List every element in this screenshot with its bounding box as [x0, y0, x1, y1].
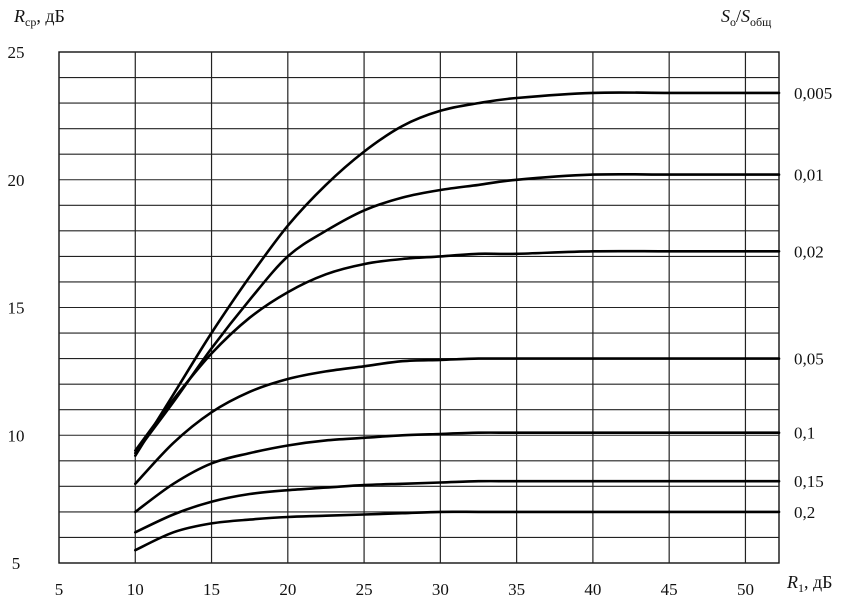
x-tick-label: 25 — [356, 580, 373, 599]
y-axis-title-symbol: R — [13, 6, 25, 26]
x-tick-label: 45 — [661, 580, 678, 599]
x-tick-label: 30 — [432, 580, 449, 599]
x-axis-title: R1, дБ — [786, 572, 833, 595]
series-lines — [134, 91, 781, 552]
right-axis-title-slash: / — [736, 6, 741, 26]
series-label: 0,05 — [794, 350, 824, 369]
series-line-3 — [134, 249, 781, 452]
series-line-2 — [134, 172, 781, 455]
right-axis-title-s2: S — [741, 6, 750, 26]
right-axis-title: Sо/Sобщ — [721, 6, 771, 29]
series-label: 0,005 — [794, 84, 832, 103]
series-line-6 — [134, 479, 781, 534]
x-tick-label: 15 — [203, 580, 220, 599]
x-tick-label: 35 — [508, 580, 525, 599]
right-axis-title-sub-o: о — [730, 15, 736, 29]
x-axis-title-unit: , дБ — [804, 572, 833, 592]
y-tick-label: 5 — [12, 554, 21, 573]
series-line-7 — [134, 510, 781, 552]
right-axis-title-s: S — [721, 6, 730, 26]
y-tick-label: 25 — [8, 43, 25, 62]
y-tick-label: 10 — [8, 426, 25, 445]
series-label: 0,01 — [794, 166, 824, 185]
series-label: 0,1 — [794, 424, 815, 443]
y-tick-label: 15 — [8, 299, 25, 318]
tick-labels: 5 10 15 20 25 30 35 40 45 50 5 10 15 20 25 — [8, 43, 754, 599]
series-line-4 — [134, 357, 781, 486]
x-tick-label: 10 — [127, 580, 144, 599]
y-tick-label: 20 — [8, 171, 25, 190]
series-label: 0,02 — [794, 242, 824, 261]
x-tick-label: 5 — [55, 580, 64, 599]
y-axis-title-unit: , дБ — [36, 6, 65, 26]
y-axis-title: Rср, дБ — [13, 6, 65, 29]
x-axis-title-subscript: 1 — [798, 581, 804, 595]
series-line-1 — [134, 91, 781, 457]
series-line-5 — [134, 431, 781, 514]
series-label: 0,2 — [794, 503, 815, 522]
series-label: 0,15 — [794, 472, 824, 491]
x-axis-title-symbol: R — [786, 572, 798, 592]
grid — [58, 51, 780, 564]
series-labels: 0,005 0,01 0,02 0,05 0,1 0,15 0,2 — [794, 84, 832, 522]
x-tick-label: 40 — [584, 580, 601, 599]
x-tick-label: 50 — [737, 580, 754, 599]
right-axis-title-sub-total: общ — [750, 15, 771, 29]
y-axis-title-subscript: ср — [25, 15, 36, 29]
x-tick-label: 20 — [279, 580, 296, 599]
